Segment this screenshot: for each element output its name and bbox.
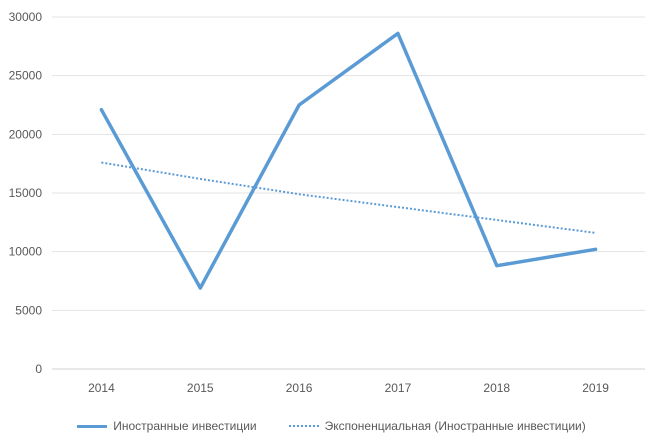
- x-tick-label: 2019: [582, 381, 609, 395]
- grid-layer: [52, 16, 645, 370]
- legend-label-investments: Иностранные инвестиции: [113, 419, 257, 433]
- x-tick-label: 2017: [385, 381, 412, 395]
- legend-swatch-solid: [77, 424, 108, 428]
- legend-label-trend: Экспоненциальная (Иностранные инвестиции…: [324, 419, 586, 433]
- series-layer: [99, 31, 598, 290]
- x-tick-label: 2015: [187, 381, 214, 395]
- y-tick-label: 15000: [9, 186, 43, 200]
- y-tick-label: 20000: [9, 127, 43, 141]
- y-tick-labels: 0 5000 10000 15000 20000 25000 30000: [9, 10, 43, 376]
- trendline-series: [101, 161, 596, 234]
- x-tick-label: 2014: [88, 381, 115, 395]
- x-tick-label: 2016: [286, 381, 313, 395]
- x-tick-labels: 2014 2015 2016 2017 2018 2019: [88, 381, 609, 395]
- y-tick-label: 10000: [9, 245, 43, 259]
- y-tick-label: 30000: [9, 10, 43, 24]
- x-tick-label: 2018: [483, 381, 510, 395]
- legend-swatch-dotted: [288, 425, 319, 427]
- line-series: [99, 31, 598, 290]
- y-tick-label: 0: [35, 362, 42, 376]
- y-tick-label: 25000: [9, 69, 43, 83]
- legend-item-investments: Иностранные инвестиции: [77, 419, 257, 433]
- legend-item-trend: Экспоненциальная (Иностранные инвестиции…: [288, 419, 586, 433]
- y-tick-label: 5000: [15, 303, 42, 317]
- legend: Иностранные инвестиции Экспоненциальная …: [0, 414, 663, 438]
